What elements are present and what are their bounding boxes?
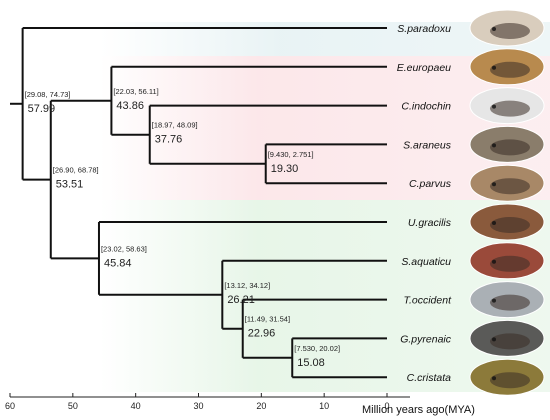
taxon-label-c-parvus: C.parvus <box>409 178 452 190</box>
node-labels: [29.08, 74.73] 57.99 [26.90, 68.78] 53.51 [2… <box>25 87 340 369</box>
axis-title: Million years ago(MYA) <box>362 404 475 416</box>
node-age-label-n19: 19.30 <box>271 163 299 175</box>
taxon-label-c-indochin: C.indochin <box>401 101 451 113</box>
axis-tick-label-10: 10 <box>319 401 329 411</box>
node-ci-label-n26: [13.12, 34.12] <box>224 281 270 290</box>
taxon-photo-c-indochin <box>469 87 545 125</box>
axis-tick-label-60: 60 <box>5 401 15 411</box>
axis-tick-label-20: 20 <box>256 401 266 411</box>
node-ci-label-n45: [23.02, 58.63] <box>101 244 147 253</box>
taxon-photo-t-occident <box>469 281 545 319</box>
taxon-label-s-aquaticu: S.aquaticu <box>401 256 451 268</box>
taxon-photo-g-pyrenaic <box>469 319 545 357</box>
node-age-label-n22: 22.96 <box>248 328 276 340</box>
taxon-label-c-cristata: C.cristata <box>407 372 452 384</box>
taxon-label-s-araneus: S.araneus <box>403 139 452 151</box>
node-ci-label-n37: [18.97, 48.09] <box>152 121 198 130</box>
taxon-photo-s-paradoxu <box>469 9 545 47</box>
tree-branches <box>10 27 387 379</box>
node-age-label-n45: 45.84 <box>104 257 132 269</box>
node-age-label-n53: 53.51 <box>56 179 84 191</box>
node-age-label-root: 57.99 <box>28 103 56 115</box>
taxon-label-t-occident: T.occident <box>404 295 453 307</box>
taxon-photo-c-cristata <box>469 358 545 396</box>
node-age-label-n43: 43.86 <box>116 100 144 112</box>
taxon-label-g-pyrenaic: G.pyrenaic <box>400 333 452 345</box>
taxon-photo-e-europaeu <box>469 48 545 86</box>
taxon-photos <box>469 9 545 396</box>
node-ci-label-n22: [11.49, 31.54] <box>245 315 290 324</box>
axis-tick-label-50: 50 <box>68 401 78 411</box>
axis-tick-label-0: 0 <box>384 401 389 411</box>
taxon-label-s-paradoxu: S.paradoxu <box>397 23 451 35</box>
taxon-photo-s-araneus <box>469 125 545 163</box>
node-age-label-n15: 15.08 <box>297 357 325 369</box>
node-ci-label-n53: [26.90, 68.78] <box>53 166 99 175</box>
node-ci-label-root: [29.08, 74.73] <box>25 90 71 99</box>
node-ci-label-n15: [7.530, 20.02] <box>294 344 340 353</box>
node-age-label-n26: 26.21 <box>227 294 255 306</box>
node-ci-label-n19: [9.430, 2.751] <box>268 150 314 159</box>
axis-tick-label-30: 30 <box>193 401 203 411</box>
node-age-label-n37: 37.76 <box>155 134 183 146</box>
taxon-photo-u-gracilis <box>469 203 545 241</box>
axis-tick-label-40: 40 <box>131 401 141 411</box>
node-ci-label-n43: [22.03, 56.11] <box>113 87 158 96</box>
taxon-photo-c-parvus <box>469 164 545 202</box>
taxon-label-u-gracilis: U.gracilis <box>408 217 452 229</box>
taxon-photo-s-aquaticu <box>469 242 545 280</box>
taxon-labels: S.paradoxu E.europaeu C.indochin S.araneus C… <box>397 23 452 384</box>
taxon-label-e-europaeu: E.europaeu <box>397 62 451 74</box>
